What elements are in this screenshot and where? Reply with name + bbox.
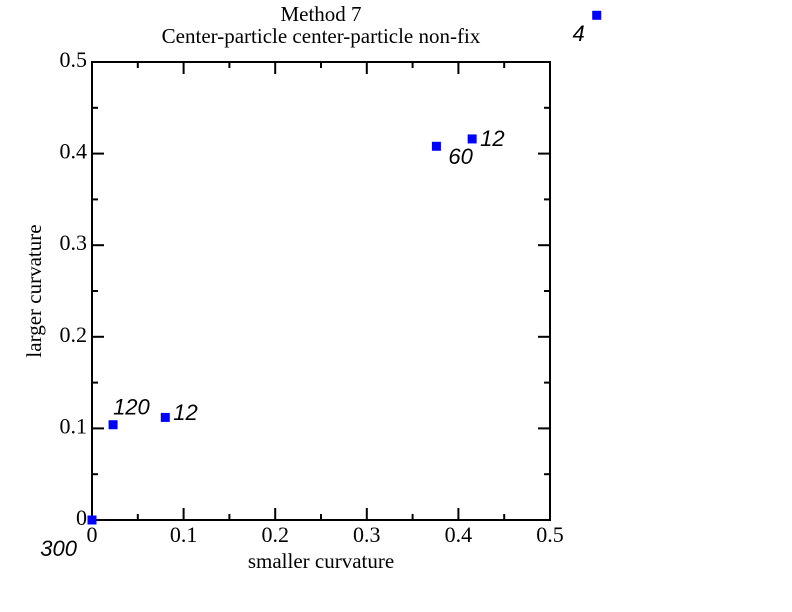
point-label: 60 xyxy=(448,144,473,169)
y-axis-label: larger curvature xyxy=(22,224,46,357)
point-label: 120 xyxy=(113,395,150,420)
x-tick-label: 0.2 xyxy=(261,522,289,547)
point-label: 300 xyxy=(40,536,77,561)
y-tick-label: 0.1 xyxy=(60,413,88,438)
chart-subtitle: Center-particle center-particle non-fix xyxy=(162,24,481,48)
x-tick-label: 0.3 xyxy=(353,522,381,547)
y-tick-label: 0.3 xyxy=(60,230,88,255)
point xyxy=(592,10,602,20)
point xyxy=(467,134,477,144)
x-tick-label: 0 xyxy=(87,522,98,547)
y-tick-label: 0.4 xyxy=(60,139,88,164)
y-tick-label: 0.5 xyxy=(60,47,88,72)
point xyxy=(431,141,441,151)
point xyxy=(160,412,170,422)
point-label: 4 xyxy=(572,21,584,46)
point xyxy=(108,420,118,430)
x-tick-label: 0.5 xyxy=(536,522,564,547)
point-label: 12 xyxy=(480,126,504,151)
x-tick-label: 0.4 xyxy=(445,522,473,547)
chart-title: Method 7 xyxy=(280,2,361,26)
y-tick-label: 0 xyxy=(76,505,87,530)
x-axis-label: smaller curvature xyxy=(248,549,394,573)
x-tick-label: 0.1 xyxy=(170,522,198,547)
point-label: 12 xyxy=(173,400,197,425)
point xyxy=(87,515,97,525)
y-tick-label: 0.2 xyxy=(60,322,88,347)
